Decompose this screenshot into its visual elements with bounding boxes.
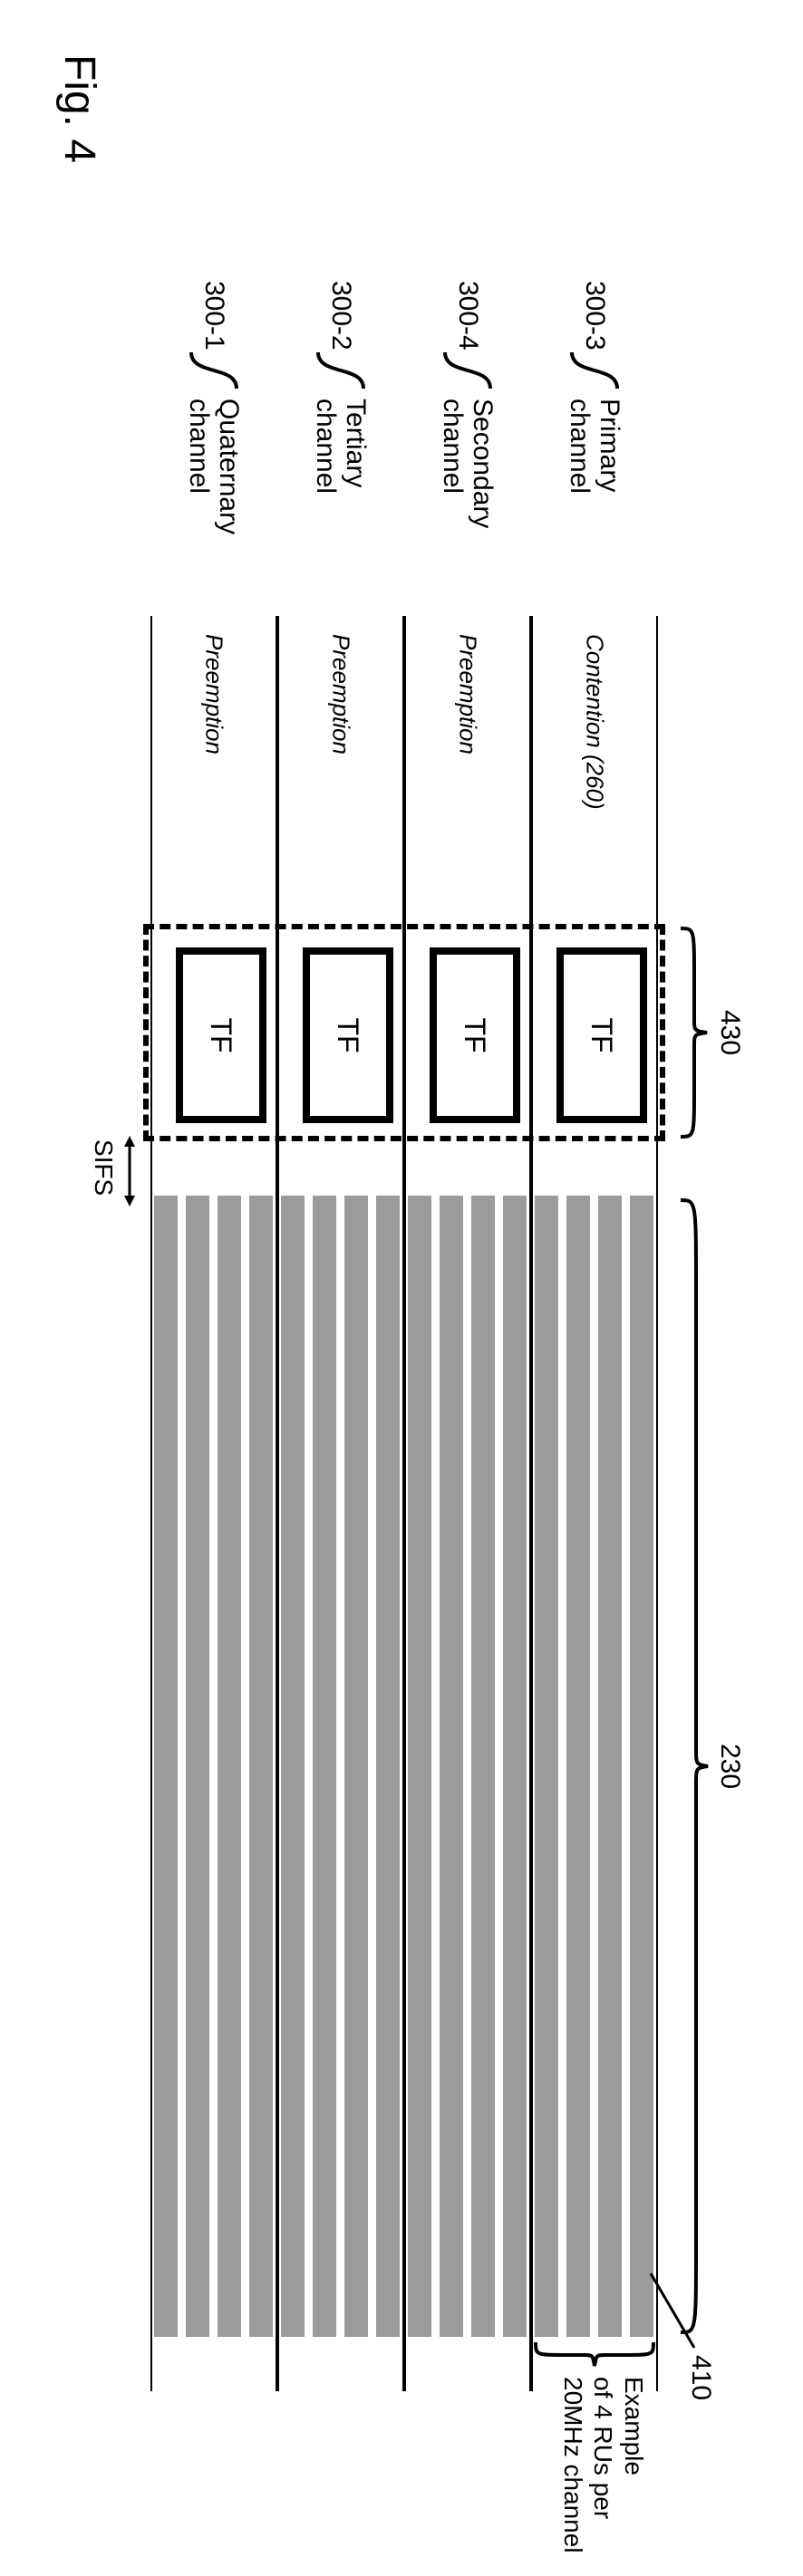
ru-bar [218, 1196, 242, 2337]
tf-box: TF [303, 947, 393, 1123]
channel-phase: Preemption [454, 634, 482, 755]
brace-ru-example [531, 2339, 658, 2371]
ru-bar [314, 1196, 337, 2337]
ru-bar [567, 1196, 591, 2337]
ru-bar [187, 1196, 210, 2337]
channel-name: Secondarychannel [438, 399, 498, 580]
ru-bar [440, 1196, 464, 2337]
channel-phase: Preemption [200, 634, 228, 755]
channel-swoosh [563, 349, 626, 390]
ru-bar [631, 1196, 654, 2337]
ru-channel [150, 1196, 277, 2337]
tf-box: TF [430, 947, 520, 1123]
ru-bar [409, 1196, 432, 2337]
ru-channel [531, 1196, 658, 2337]
ru-channel [277, 1196, 404, 2337]
channel-id: 300-2 [325, 281, 356, 351]
channel-id: 300-3 [579, 281, 610, 351]
channel-swoosh [182, 349, 246, 390]
pointer-410-label: 410 [685, 2355, 716, 2400]
sifs-label: SIFS [89, 1139, 118, 1196]
ru-bar [536, 1196, 559, 2337]
ru-bar [282, 1196, 305, 2337]
channel-swoosh [309, 349, 372, 390]
ru-channel [404, 1196, 531, 2337]
sifs-arrow [115, 1136, 140, 1206]
tf-box: TF [556, 947, 647, 1123]
channel-phase: Contention (260) [581, 634, 609, 810]
diagram-area: 300-3PrimarychannelContention (260)300-4… [60, 489, 749, 2391]
channel-name: Tertiarychannel [311, 399, 371, 580]
brace-430-label: 430 [714, 1010, 745, 1055]
channel-phase: Preemption [327, 634, 355, 755]
pointer-410 [641, 2264, 700, 2355]
ru-bar [504, 1196, 527, 2337]
ru-bar [377, 1196, 401, 2337]
ru-bar [472, 1196, 496, 2337]
channel-swoosh [436, 349, 499, 390]
ru-bar [599, 1196, 623, 2337]
channel-name: Quaternarychannel [184, 399, 244, 580]
brace-430 [676, 924, 712, 1141]
ru-block [150, 1196, 658, 2337]
brace-230 [676, 1196, 712, 2337]
brace-230-label: 230 [714, 1744, 745, 1789]
ru-bar [250, 1196, 274, 2337]
figure-label: Fig. 4 [54, 54, 104, 163]
ru-bar [345, 1196, 369, 2337]
tf-box: TF [176, 947, 266, 1123]
ru-bar [155, 1196, 179, 2337]
brace-ru-example-label: Exampleof 4 RUs per20MHz channel [557, 2377, 649, 2576]
channel-name: Primarychannel [565, 399, 624, 580]
tf-group-box: TFTFTFTF [143, 924, 665, 1141]
channel-id: 300-1 [198, 281, 229, 351]
channel-id: 300-4 [452, 281, 483, 351]
